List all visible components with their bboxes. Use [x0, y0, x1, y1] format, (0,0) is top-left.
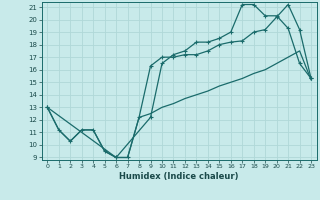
X-axis label: Humidex (Indice chaleur): Humidex (Indice chaleur): [119, 172, 239, 181]
